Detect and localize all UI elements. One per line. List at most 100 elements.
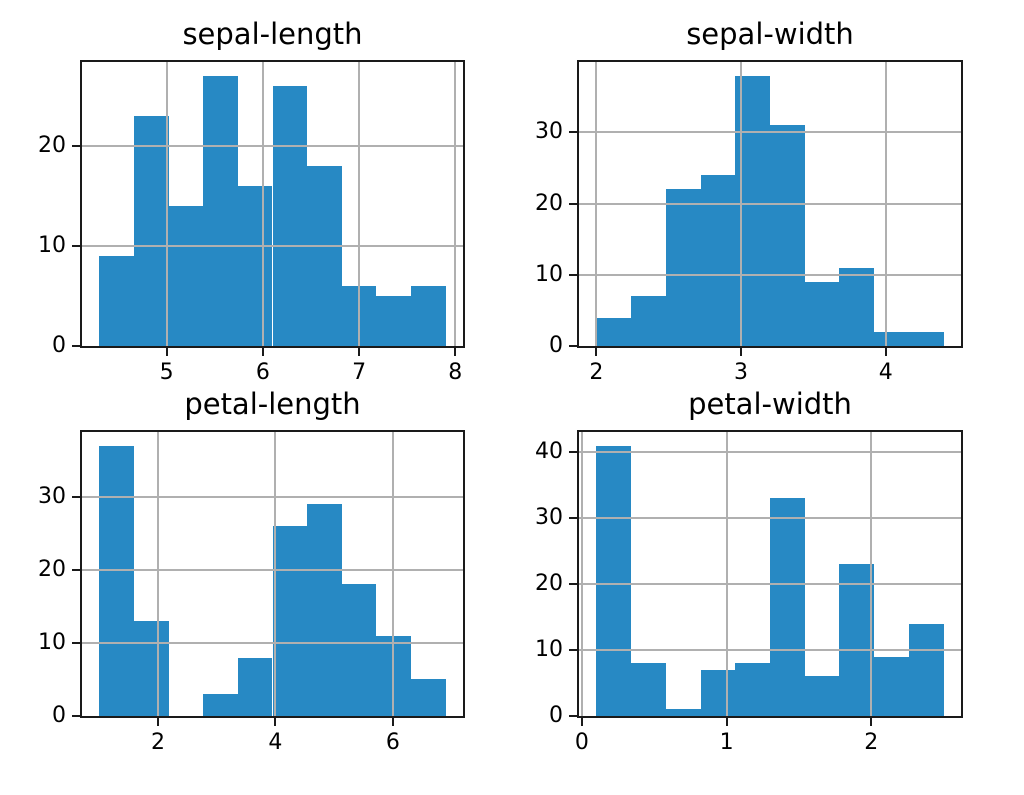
y-tick-label: 20 — [535, 190, 563, 216]
y-tick-mark — [569, 345, 577, 347]
subplot-title-petal-length: petal-length — [184, 387, 361, 421]
y-tick-mark — [72, 715, 80, 717]
x-tick-mark — [870, 718, 873, 726]
subplot-petal-length: petal-length 2 4 6 0 10 20 30 — [38, 387, 465, 755]
gridline-horizontal — [82, 144, 463, 147]
x-tick-mark — [165, 348, 168, 356]
subplot-sepal-width: sepal-width 2 3 4 0 10 20 30 — [535, 17, 963, 385]
histogram-bar — [839, 564, 875, 716]
histogram-bar — [665, 709, 701, 716]
x-tick-mark — [274, 718, 277, 726]
x-tick-mark — [595, 348, 598, 356]
histogram-bar — [307, 165, 342, 346]
gridline-horizontal — [579, 517, 961, 520]
x-tick-label: 2 — [864, 730, 879, 755]
gridline-vertical — [391, 432, 394, 716]
x-tick-label: 2 — [589, 360, 604, 385]
subplot-title-petal-width: petal-width — [688, 387, 852, 421]
y-tick-label: 30 — [535, 505, 563, 531]
gridline-horizontal — [82, 244, 463, 247]
histogram-bar — [133, 115, 169, 346]
y-tick-mark — [72, 144, 80, 147]
y-tick-mark — [569, 273, 577, 276]
histogram-bar — [770, 498, 805, 716]
x-tick-mark — [725, 718, 728, 726]
y-tick-label: 30 — [38, 483, 66, 509]
histogram-bar — [133, 620, 169, 716]
x-tick-label: 2 — [151, 730, 166, 755]
x-tick-mark — [454, 348, 457, 356]
x-tick-mark — [391, 718, 394, 726]
y-tick-mark — [72, 641, 80, 644]
histogram-bar — [99, 255, 134, 346]
histogram-bar — [411, 285, 446, 346]
y-tick-label: 0 — [549, 703, 563, 728]
y-tick-label: 20 — [38, 556, 66, 582]
gridline-vertical — [274, 432, 277, 716]
y-tick-mark — [569, 131, 577, 134]
histogram-bar — [99, 445, 134, 716]
x-tick-label: 8 — [448, 360, 463, 385]
y-tick-mark — [72, 568, 80, 571]
gridline-vertical — [725, 432, 728, 716]
histogram-bar — [908, 623, 944, 716]
y-tick-label: 0 — [52, 703, 66, 728]
x-tick-label: 5 — [159, 360, 174, 385]
y-tick-mark — [72, 345, 80, 347]
gridline-horizontal — [579, 273, 961, 276]
histogram-bar — [411, 679, 446, 716]
y-tick-label: 40 — [535, 439, 563, 465]
histogram-bar — [237, 185, 273, 346]
y-tick-mark — [72, 495, 80, 498]
x-tick-mark — [580, 718, 583, 726]
histogram-bar — [341, 584, 377, 716]
gridline-horizontal — [579, 451, 961, 454]
y-tick-label: 20 — [535, 571, 563, 597]
x-tick-mark — [740, 348, 743, 356]
gridline-horizontal — [579, 649, 961, 652]
x-tick-label: 0 — [574, 730, 589, 755]
gridline-vertical — [165, 62, 168, 346]
x-tick-mark — [358, 348, 361, 356]
x-tick-label: 4 — [268, 730, 283, 755]
x-tick-mark — [157, 718, 160, 726]
histogram-bar — [272, 85, 308, 346]
x-tick-label: 6 — [385, 730, 400, 755]
subplot-title-sepal-width: sepal-width — [686, 17, 854, 51]
x-tick-mark — [261, 348, 264, 356]
histogram-bar — [596, 317, 632, 346]
subplot-sepal-length: sepal-length 5 6 7 8 0 10 20 — [38, 17, 465, 385]
histogram-bar — [272, 525, 308, 716]
x-tick-mark — [884, 348, 887, 356]
x-tick-label: 6 — [255, 360, 270, 385]
y-tick-mark — [569, 451, 577, 454]
y-tick-mark — [569, 649, 577, 652]
histogram-bar — [804, 281, 840, 346]
histogram-bar — [908, 331, 944, 346]
gridline-vertical — [454, 62, 457, 346]
histogram-bar — [307, 504, 342, 716]
histogram-bar — [237, 657, 273, 716]
y-tick-label: 10 — [535, 261, 563, 287]
gridline-horizontal — [579, 131, 961, 134]
x-tick-label: 1 — [719, 730, 734, 755]
histogram-bar — [203, 75, 238, 346]
gridline-vertical — [580, 432, 583, 716]
gridline-vertical — [870, 432, 873, 716]
y-tick-label: 30 — [535, 119, 563, 145]
subplot-petal-width: petal-width 0 1 2 0 10 20 30 40 — [535, 387, 963, 755]
y-tick-label: 10 — [38, 629, 66, 655]
histogram-bar — [631, 663, 666, 716]
subplot-title-sepal-length: sepal-length — [182, 17, 363, 51]
gridline-horizontal — [82, 495, 463, 498]
y-tick-mark — [72, 244, 80, 247]
gridline-vertical — [358, 62, 361, 346]
histogram-bar — [874, 656, 909, 716]
y-tick-mark — [569, 517, 577, 520]
histogram-bar — [839, 267, 875, 346]
y-tick-label: 20 — [38, 132, 66, 158]
histogram-bar — [376, 295, 412, 346]
y-tick-mark — [569, 583, 577, 586]
y-tick-label: 10 — [535, 637, 563, 663]
